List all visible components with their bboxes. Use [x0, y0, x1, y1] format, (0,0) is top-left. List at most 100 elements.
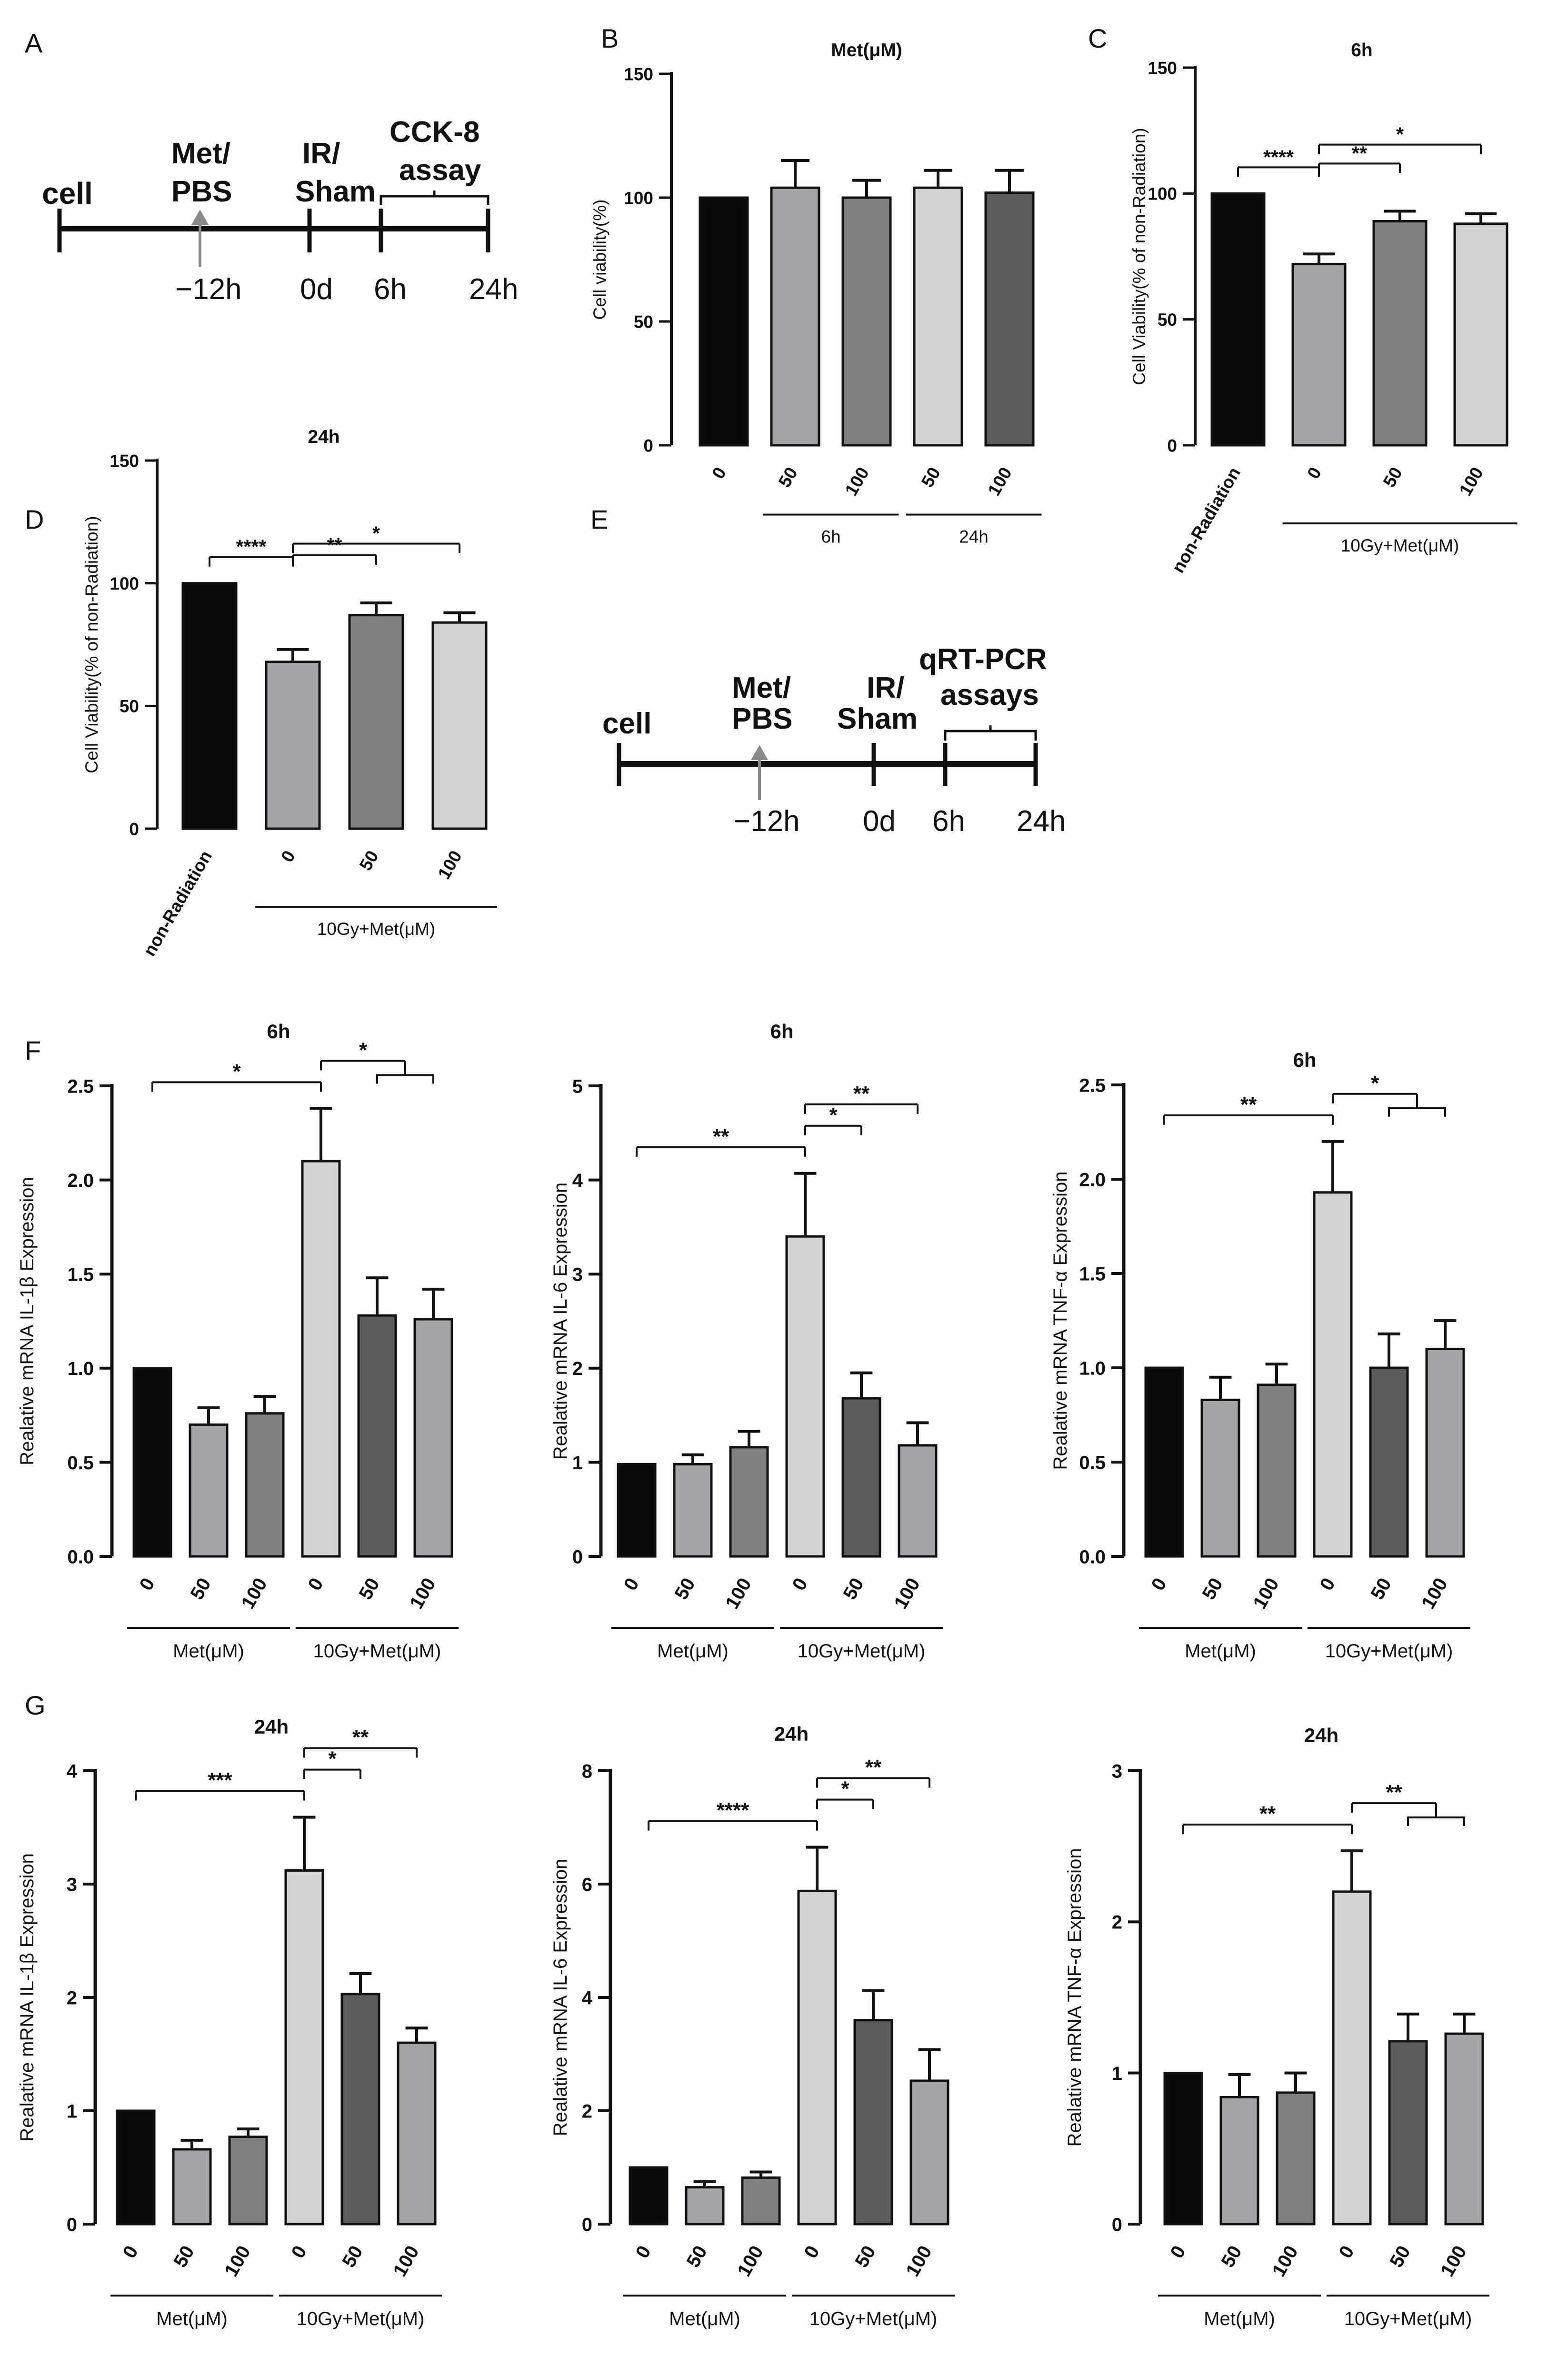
timeline-a-treatment-label-2: PBS [171, 175, 232, 208]
timeline-a-tick-24h: 24h [469, 273, 518, 306]
group-label: 10Gy+Met(μM) [1344, 2308, 1472, 2329]
timeline-e-treatment-label-1: Met/ [732, 672, 791, 704]
y-tick-label: 6 [582, 1874, 592, 1895]
y-tick-label: 0.0 [1079, 1546, 1106, 1567]
bar [1313, 1191, 1353, 1558]
bar [265, 661, 321, 830]
significance-label: * [232, 1060, 241, 1083]
significance-label: **** [717, 1799, 749, 1822]
bar [357, 1314, 397, 1558]
y-tick-label: 1 [1112, 2063, 1122, 2084]
y-tick-label: 0.5 [67, 1453, 94, 1474]
timeline-e-assay-label-1: qRT-PCR [919, 643, 1047, 676]
y-tick-label: 0.5 [1079, 1452, 1106, 1473]
y-tick-label: 0 [582, 2214, 592, 2235]
chart-title: 6h [770, 1020, 793, 1043]
chart-title: 6h [267, 1020, 290, 1043]
bar [617, 1463, 657, 1558]
chart-title: 6h [1293, 1049, 1316, 1071]
bar [841, 196, 892, 447]
bar [1257, 1384, 1297, 1558]
y-tick-label: 0 [572, 1546, 583, 1567]
bar [841, 1397, 881, 1558]
timeline-e-ir-label-1: IR/ [867, 672, 904, 704]
significance-label: ** [1352, 142, 1367, 164]
y-tick-label: 1.5 [1079, 1264, 1106, 1284]
group-label: Met(μM) [1204, 2308, 1275, 2329]
y-tick-label: 150 [1148, 58, 1177, 78]
y-tick-label: 150 [110, 451, 139, 471]
timeline-a-treatment-label-1: Met/ [171, 137, 230, 170]
timeline-e-tick-0d: 0d [863, 805, 896, 838]
group-label: 10Gy+Met(μM) [313, 1641, 441, 1662]
bar [132, 1367, 172, 1558]
group-label: 10Gy+Met(μM) [809, 2308, 938, 2329]
bar [1144, 1366, 1184, 1558]
bar [699, 196, 749, 447]
chart-title: 24h [1304, 1724, 1338, 1746]
bar [984, 191, 1035, 447]
timeline-a-assay-label-2: assay [399, 154, 481, 187]
bar [431, 621, 488, 830]
panel-letter-c: C [1088, 23, 1107, 53]
y-tick-label: 1 [67, 2101, 77, 2122]
group-label: 10Gy+Met(μM) [798, 1641, 926, 1662]
y-tick-label: 2.5 [67, 1076, 94, 1097]
bar [1276, 2091, 1316, 2226]
group-label: 24h [959, 527, 989, 547]
significance-label: **** [236, 536, 267, 558]
y-tick-label: 1.0 [67, 1358, 94, 1379]
y-tick-label: 0 [1167, 436, 1177, 455]
bar [629, 2166, 669, 2226]
y-axis-label: Realative mRNA IL-6 Expression [550, 1183, 571, 1460]
bar [1332, 1890, 1372, 2226]
significance-label: ** [1240, 1093, 1257, 1116]
timeline-a-assay-label-1: CCK-8 [390, 116, 479, 149]
bar [1219, 2096, 1259, 2226]
group-label: 10Gy+Met(μM) [1341, 536, 1459, 555]
timeline-e: cell Met/ PBS IR/ Sham qRT-PCR assays −1… [602, 643, 1066, 838]
y-tick-label: 3 [1112, 1761, 1122, 1782]
y-tick-label: 50 [1158, 310, 1177, 330]
bar [853, 2019, 893, 2226]
bar [1163, 2072, 1203, 2226]
timeline-a-start-label: cell [42, 176, 93, 211]
significance-label: * [328, 1747, 337, 1771]
panel-letter-b: B [601, 23, 619, 53]
y-tick-label: 2 [582, 2101, 592, 2122]
panel-letter-d: D [25, 504, 44, 534]
bar [348, 614, 404, 830]
bar [797, 1889, 837, 2226]
y-tick-label: 0 [129, 819, 139, 839]
y-tick-label: 8 [582, 1761, 592, 1782]
panel-letter-a: A [25, 28, 43, 58]
bar [741, 2176, 781, 2226]
bar [898, 1444, 938, 1558]
bar [673, 1463, 713, 1558]
y-tick-label: 4 [67, 1761, 78, 1782]
chart-title: Met(μM) [831, 40, 902, 60]
significance-label: ** [327, 534, 342, 556]
y-tick-label: 2 [572, 1358, 583, 1379]
y-tick-label: 2.0 [1079, 1169, 1106, 1190]
group-label: Met(μM) [156, 2308, 228, 2329]
significance-label: ** [1386, 1781, 1402, 1804]
timeline-a-tick-neg12h: −12h [175, 273, 242, 306]
bar [1210, 192, 1266, 447]
chart-title: 6h [1351, 40, 1373, 60]
timeline-a-tick-6h: 6h [374, 273, 407, 306]
y-tick-label: 100 [624, 188, 653, 208]
bar [397, 2041, 437, 2226]
bar [1444, 2032, 1484, 2226]
significance-label: * [1396, 123, 1404, 145]
y-axis-label: Cell viability(%) [590, 200, 609, 320]
group-label: Met(μM) [173, 1641, 244, 1662]
chart-title: 24h [254, 1715, 289, 1738]
bar [909, 2079, 949, 2226]
y-tick-label: 4 [582, 1987, 593, 2008]
group-label: Met(μM) [657, 1641, 729, 1662]
significance-label: * [1371, 1072, 1379, 1095]
y-tick-label: 5 [572, 1076, 583, 1097]
y-axis-label: Cell Viability(% of non-Radiation) [1129, 128, 1149, 385]
